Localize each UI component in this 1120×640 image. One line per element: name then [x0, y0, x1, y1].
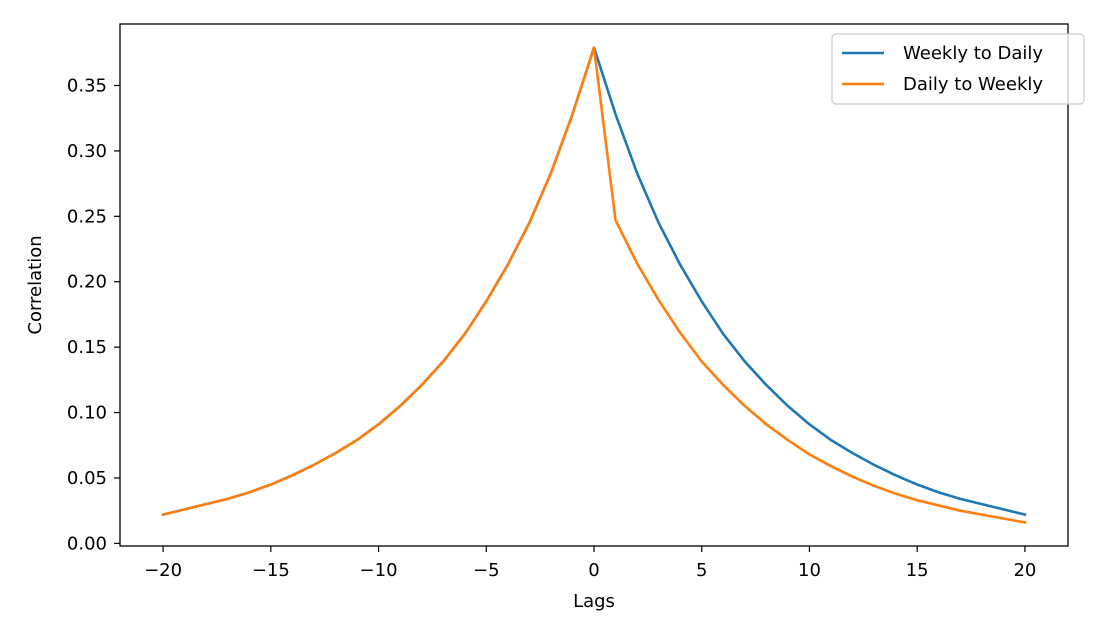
y-tick-label: 0.00: [67, 533, 107, 554]
series-line-1: [161, 46, 1027, 524]
y-tick-label: 0.05: [67, 468, 107, 489]
x-tick-label: −20: [144, 560, 182, 581]
legend-box: [831, 33, 1085, 105]
x-tick-label: 15: [906, 560, 929, 581]
x-tick-label: −15: [252, 560, 290, 581]
x-axis-title: Lags: [573, 591, 615, 612]
x-tick-label: −10: [360, 560, 398, 581]
y-tick-label: 0.25: [67, 206, 107, 227]
y-tick-label: 0.20: [67, 272, 107, 293]
y-tick-label: 0.15: [67, 337, 107, 358]
legend: Weekly to Daily Daily to Weekly: [831, 33, 1085, 105]
y-tick-label: 0.35: [67, 75, 107, 96]
y-axis-title: Correlation: [25, 235, 46, 334]
x-tick-label: 5: [696, 560, 707, 581]
y-tick-label: 0.30: [67, 141, 107, 162]
legend-label-0: Weekly to Daily: [903, 43, 1043, 64]
legend-label-1: Daily to Weekly: [903, 74, 1043, 95]
x-tick-label: 0: [588, 560, 599, 581]
x-tick-label: −5: [473, 560, 500, 581]
y-tick-label: 0.10: [67, 403, 107, 424]
plot-area: [161, 46, 1027, 524]
x-tick-label: 20: [1013, 560, 1036, 581]
axes: −20 −15 −10 −5 0 5 10 15 20 0.00 0.05 0.10 0.15 0.20 0…: [67, 23, 1069, 581]
x-tick-label: 10: [798, 560, 821, 581]
